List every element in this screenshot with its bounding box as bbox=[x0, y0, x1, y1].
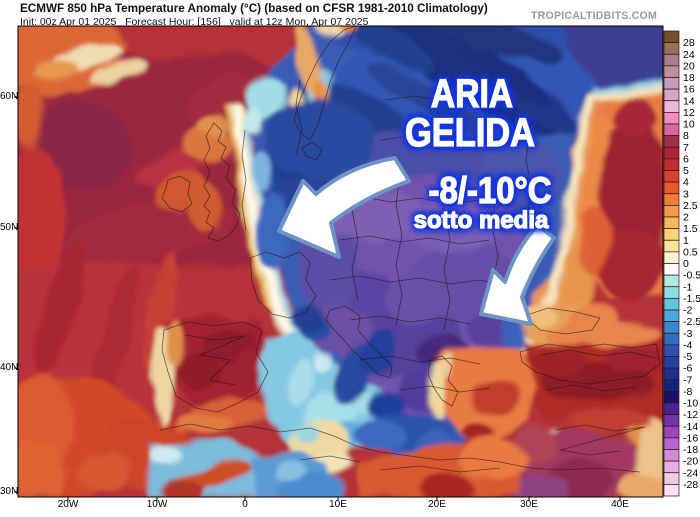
svg-text:8: 8 bbox=[683, 130, 689, 142]
svg-text:-14: -14 bbox=[683, 421, 698, 433]
svg-text:28: 28 bbox=[683, 37, 695, 49]
svg-text:-5: -5 bbox=[683, 351, 692, 363]
svg-text:7: 7 bbox=[683, 142, 689, 154]
svg-text:-24: -24 bbox=[683, 467, 698, 479]
svg-text:-0.5: -0.5 bbox=[683, 270, 700, 282]
svg-text:12: 12 bbox=[683, 107, 695, 119]
svg-text:3: 3 bbox=[683, 188, 689, 200]
svg-text:-10: -10 bbox=[683, 398, 698, 410]
svg-text:1.5: 1.5 bbox=[683, 223, 698, 235]
svg-text:-8: -8 bbox=[683, 386, 692, 398]
svg-text:-12: -12 bbox=[683, 409, 698, 421]
svg-text:0.5: 0.5 bbox=[683, 246, 698, 258]
svg-text:-16: -16 bbox=[683, 432, 698, 444]
svg-text:-6: -6 bbox=[683, 363, 692, 375]
svg-text:-7: -7 bbox=[683, 374, 692, 386]
svg-text:-20: -20 bbox=[683, 456, 698, 468]
svg-text:10: 10 bbox=[683, 119, 695, 131]
svg-text:2.5: 2.5 bbox=[683, 200, 698, 212]
svg-text:24: 24 bbox=[683, 49, 695, 61]
svg-text:-18: -18 bbox=[683, 444, 698, 456]
svg-text:18: 18 bbox=[683, 72, 695, 84]
svg-text:4: 4 bbox=[683, 177, 689, 189]
svg-text:-28: -28 bbox=[683, 479, 698, 491]
svg-text:0: 0 bbox=[683, 258, 689, 270]
svg-text:6: 6 bbox=[683, 153, 689, 165]
svg-text:2: 2 bbox=[683, 212, 689, 224]
svg-text:-3: -3 bbox=[683, 328, 692, 340]
svg-text:-2: -2 bbox=[683, 305, 692, 317]
svg-text:1: 1 bbox=[683, 235, 689, 247]
svg-text:-1: -1 bbox=[683, 281, 692, 293]
svg-text:-1.5: -1.5 bbox=[683, 293, 700, 305]
svg-text:5: 5 bbox=[683, 165, 689, 177]
svg-text:-4: -4 bbox=[683, 339, 692, 351]
svg-text:20: 20 bbox=[683, 60, 695, 72]
svg-text:14: 14 bbox=[683, 95, 695, 107]
svg-text:-2.5: -2.5 bbox=[683, 316, 700, 328]
svg-text:16: 16 bbox=[683, 84, 695, 96]
